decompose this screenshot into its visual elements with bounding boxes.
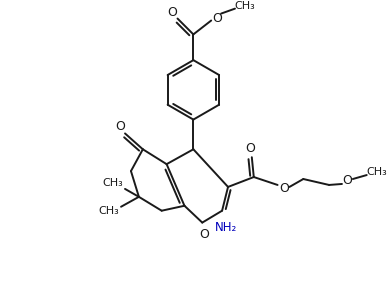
Text: CH₃: CH₃	[99, 206, 120, 216]
Text: O: O	[280, 182, 289, 196]
Text: CH₃: CH₃	[366, 167, 387, 177]
Text: O: O	[168, 6, 177, 19]
Text: O: O	[245, 142, 255, 155]
Text: O: O	[212, 12, 222, 25]
Text: NH₂: NH₂	[215, 221, 237, 234]
Text: CH₃: CH₃	[103, 178, 123, 188]
Text: CH₃: CH₃	[234, 1, 255, 11]
Text: O: O	[115, 120, 125, 133]
Text: O: O	[342, 174, 352, 188]
Text: O: O	[199, 228, 209, 241]
